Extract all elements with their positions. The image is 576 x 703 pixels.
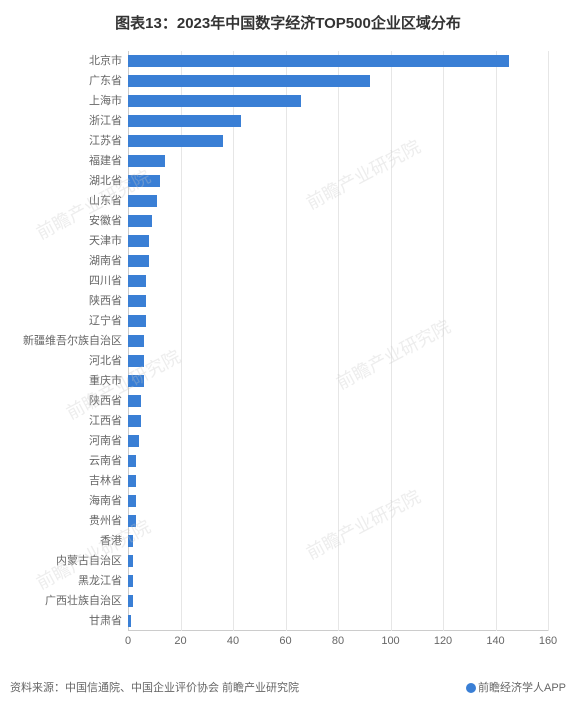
bar <box>128 515 136 527</box>
bar <box>128 555 133 567</box>
bar <box>128 415 141 427</box>
x-tick-label: 40 <box>227 635 239 647</box>
bar <box>128 455 136 467</box>
bar <box>128 495 136 507</box>
bar <box>128 335 144 347</box>
y-axis-label: 河南省 <box>2 435 122 447</box>
y-axis-label: 广西壮族自治区 <box>2 595 122 607</box>
y-axis-label: 天津市 <box>2 235 122 247</box>
bar <box>128 395 141 407</box>
brand-icon <box>466 683 476 693</box>
gridline <box>548 51 549 631</box>
bar <box>128 135 223 147</box>
y-axis-label: 辽宁省 <box>2 315 122 327</box>
bar <box>128 595 133 607</box>
x-tick-label: 100 <box>381 635 399 647</box>
y-axis-label: 江苏省 <box>2 135 122 147</box>
plot-region <box>128 51 548 631</box>
gridline <box>233 51 234 631</box>
bar <box>128 255 149 267</box>
y-axis-label: 重庆市 <box>2 375 122 387</box>
y-axis-label: 内蒙古自治区 <box>2 555 122 567</box>
bar <box>128 275 146 287</box>
bar <box>128 315 146 327</box>
y-axis-label: 海南省 <box>2 495 122 507</box>
source-text: 资料来源：中国信通院、中国企业评价协会 前瞻产业研究院 <box>10 679 299 695</box>
y-axis-label: 黑龙江省 <box>2 575 122 587</box>
gridline <box>443 51 444 631</box>
bar <box>128 375 144 387</box>
bar <box>128 295 146 307</box>
gridline <box>496 51 497 631</box>
y-axis-label: 云南省 <box>2 455 122 467</box>
gridline <box>391 51 392 631</box>
x-tick-label: 140 <box>486 635 504 647</box>
x-tick-label: 120 <box>434 635 452 647</box>
brand-label: 前瞻经济学人APP <box>478 682 566 694</box>
y-axis-label: 陕西省 <box>2 395 122 407</box>
y-axis-label: 四川省 <box>2 275 122 287</box>
bar <box>128 435 139 447</box>
bar <box>128 575 133 587</box>
y-axis-label: 上海市 <box>2 95 122 107</box>
x-tick-label: 20 <box>174 635 186 647</box>
x-tick-label: 80 <box>332 635 344 647</box>
bar <box>128 235 149 247</box>
y-axis-label: 广东省 <box>2 75 122 87</box>
y-axis-label: 新疆维吾尔族自治区 <box>2 335 122 347</box>
x-tick-label: 160 <box>539 635 557 647</box>
chart-area: 0 20 40 60 80 100 120 140 160 北京市广东省上海市浙江省江苏省福建省湖… <box>0 41 576 661</box>
bar <box>128 475 136 487</box>
y-axis-label: 贵州省 <box>2 515 122 527</box>
y-axis-label: 甘肃省 <box>2 615 122 627</box>
x-tick-label: 0 <box>125 635 131 647</box>
bar <box>128 195 157 207</box>
x-tick-label: 60 <box>279 635 291 647</box>
bar <box>128 55 509 67</box>
gridline <box>338 51 339 631</box>
gridline <box>286 51 287 631</box>
bar <box>128 615 131 627</box>
bar <box>128 155 165 167</box>
y-axis-label: 湖北省 <box>2 175 122 187</box>
y-axis-label: 浙江省 <box>2 115 122 127</box>
bar <box>128 215 152 227</box>
y-axis-label: 香港 <box>2 535 122 547</box>
chart-footer: 资料来源：中国信通院、中国企业评价协会 前瞻产业研究院 前瞻经济学人APP <box>0 679 576 695</box>
y-axis-label: 吉林省 <box>2 475 122 487</box>
bar <box>128 95 301 107</box>
bar <box>128 115 241 127</box>
y-axis-label: 安徽省 <box>2 215 122 227</box>
y-axis-label: 河北省 <box>2 355 122 367</box>
bar <box>128 175 160 187</box>
bar <box>128 535 133 547</box>
chart-title: 图表13：2023年中国数字经济TOP500企业区域分布 <box>0 0 576 41</box>
y-axis-label: 江西省 <box>2 415 122 427</box>
y-axis-label: 山东省 <box>2 195 122 207</box>
y-axis-label: 福建省 <box>2 155 122 167</box>
bar <box>128 75 370 87</box>
y-axis-label: 湖南省 <box>2 255 122 267</box>
y-axis-label: 北京市 <box>2 55 122 67</box>
bar <box>128 355 144 367</box>
y-axis-label: 陕西省 <box>2 295 122 307</box>
brand-text: 前瞻经济学人APP <box>466 679 566 695</box>
